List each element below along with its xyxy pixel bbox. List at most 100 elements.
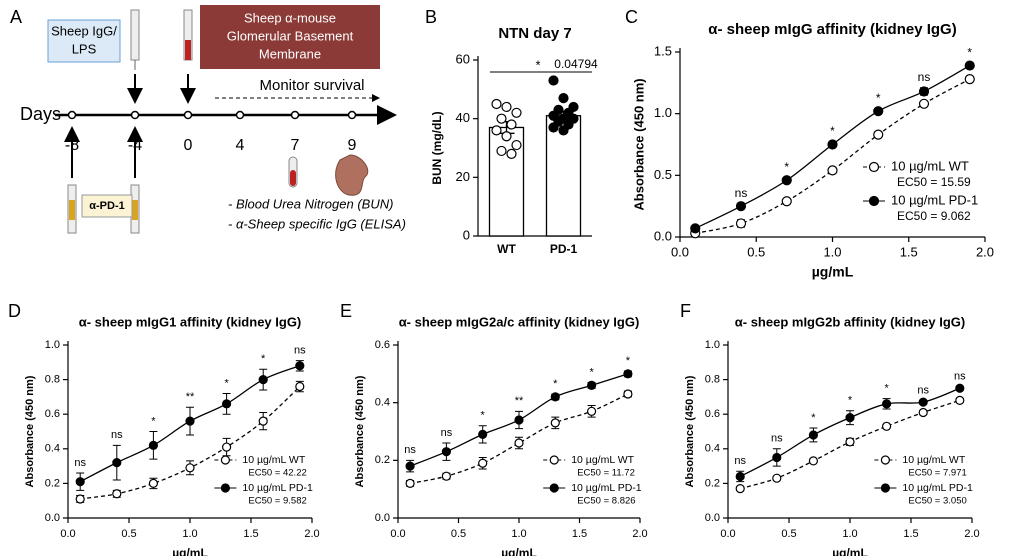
data-point bbox=[506, 148, 517, 159]
x-tick-label: 1.5 bbox=[900, 244, 918, 259]
x-tick-label: 0.0 bbox=[720, 528, 735, 540]
x-tick-label: WT bbox=[497, 242, 516, 256]
significance-label: * bbox=[261, 353, 266, 365]
legend-label: 10 µg/mL PD-1 bbox=[902, 482, 973, 494]
legend-marker bbox=[868, 195, 880, 207]
significance-label: * bbox=[876, 91, 881, 105]
day-label: -8 bbox=[65, 137, 79, 154]
x-tick-label: 1.5 bbox=[903, 528, 918, 540]
syringe-icon bbox=[127, 9, 143, 104]
treatment-box bbox=[81, 194, 133, 218]
legend-label: 10 µg/mL WT bbox=[891, 158, 969, 173]
blood-tube-icon bbox=[290, 170, 296, 186]
legend-label: 10 µg/mL WT bbox=[571, 454, 634, 466]
x-tick-label: 0.5 bbox=[121, 528, 136, 540]
data-point bbox=[514, 415, 524, 425]
chart-title: α- sheep mIgG2a/c affinity (kidney IgG) bbox=[399, 314, 640, 329]
x-axis-label: µg/mL bbox=[501, 546, 537, 556]
data-point bbox=[873, 129, 884, 140]
x-tick-label: 1.5 bbox=[243, 528, 258, 540]
data-point bbox=[827, 139, 838, 150]
y-axis-label: Absorbance (450 nm) bbox=[354, 375, 366, 487]
data-point bbox=[955, 383, 965, 393]
y-tick-label: 0.6 bbox=[375, 339, 390, 351]
significance-label: ns bbox=[111, 429, 123, 441]
day-label: 9 bbox=[348, 137, 357, 154]
x-tick-label: 2.0 bbox=[964, 528, 979, 540]
treatment-label: α-PD-1 bbox=[89, 200, 125, 212]
data-point bbox=[550, 418, 560, 428]
y-tick-label: 0.0 bbox=[45, 512, 60, 524]
legend-ec50: EC50 = 42.22 bbox=[248, 468, 306, 479]
legend-marker bbox=[880, 483, 891, 493]
data-point bbox=[478, 429, 488, 439]
data-point bbox=[511, 139, 522, 151]
data-point bbox=[148, 440, 158, 450]
panel-label: E bbox=[340, 301, 352, 321]
significance-label: ns bbox=[74, 457, 86, 469]
data-point bbox=[501, 101, 512, 113]
legend-label: 10 µg/mL WT bbox=[242, 454, 305, 466]
significance-label: ns bbox=[441, 427, 453, 439]
data-point bbox=[222, 442, 232, 452]
significance-label: * bbox=[224, 377, 229, 389]
significance-label: * bbox=[553, 378, 558, 390]
axis-label: Days bbox=[20, 104, 61, 124]
data-point bbox=[548, 75, 559, 86]
data-point bbox=[185, 463, 195, 473]
data-point bbox=[586, 406, 597, 416]
significance-label: ** bbox=[515, 395, 524, 407]
data-point bbox=[441, 471, 451, 481]
x-tick-label: 2.0 bbox=[976, 244, 994, 259]
y-tick-label: 1.5 bbox=[654, 43, 672, 58]
data-point bbox=[808, 430, 819, 440]
significance-label: * bbox=[626, 355, 631, 367]
data-point bbox=[514, 438, 524, 448]
data-point bbox=[918, 397, 928, 407]
legend-label: 10 µg/mL PD-1 bbox=[242, 482, 313, 494]
legend-label: 10 µg/mL WT bbox=[902, 454, 965, 466]
y-tick-label: 60 bbox=[456, 51, 470, 66]
significance-label: ns bbox=[734, 455, 746, 467]
y-axis-label: BUN (mg/dL) bbox=[430, 111, 444, 184]
significance-label: * bbox=[830, 124, 835, 138]
panel-label: B bbox=[425, 7, 437, 27]
injection-box bbox=[200, 5, 380, 69]
day-label: -4 bbox=[128, 137, 142, 154]
data-point bbox=[496, 113, 507, 124]
x-tick-label: 2.0 bbox=[304, 528, 319, 540]
y-axis-label: Absorbance (450 nm) bbox=[684, 375, 696, 487]
significance-label: * bbox=[848, 395, 853, 407]
day-tick bbox=[183, 110, 193, 120]
legend-label: 10 µg/mL PD-1 bbox=[891, 192, 978, 207]
y-tick-label: 20 bbox=[456, 169, 470, 184]
data-point bbox=[586, 380, 597, 390]
day-tick bbox=[130, 110, 140, 120]
data-point bbox=[781, 196, 792, 207]
significance-label: * bbox=[967, 45, 972, 59]
data-point bbox=[881, 399, 892, 409]
legend-marker bbox=[868, 161, 880, 173]
data-point bbox=[112, 458, 122, 468]
x-tick-label: 0.0 bbox=[60, 528, 75, 540]
data-point bbox=[185, 416, 195, 426]
y-axis-label: Absorbance (450 nm) bbox=[24, 375, 36, 487]
x-tick-label: 0.5 bbox=[451, 528, 466, 540]
injection-label: Sheep α-mouse bbox=[244, 10, 336, 25]
day-label: 7 bbox=[291, 137, 300, 154]
timeline-diagram bbox=[47, 5, 397, 234]
data-point bbox=[511, 107, 522, 118]
y-tick-label: 0.2 bbox=[705, 477, 720, 489]
x-tick-label: 1.0 bbox=[842, 528, 857, 540]
day-tick bbox=[235, 110, 245, 120]
x-axis-label: µg/mL bbox=[812, 264, 854, 280]
x-tick-label: 1.5 bbox=[572, 528, 587, 540]
x-tick-label: PD-1 bbox=[550, 242, 578, 256]
data-point bbox=[112, 489, 122, 499]
data-point bbox=[148, 478, 158, 488]
data-point bbox=[808, 456, 819, 466]
legend-ec50: EC50 = 9.582 bbox=[248, 496, 306, 507]
significance-label: ns bbox=[954, 370, 966, 382]
chart-title: NTN day 7 bbox=[498, 25, 571, 42]
